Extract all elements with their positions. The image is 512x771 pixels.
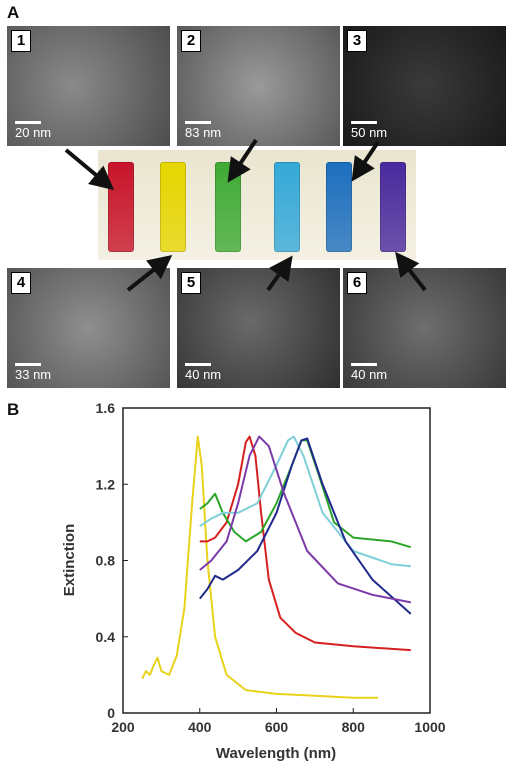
y-axis-label: Extinction [61,524,78,597]
scale-bar [15,121,41,124]
plot-frame [122,407,431,714]
scale-bar [15,363,41,366]
series-line-3 [199,439,412,549]
extinction-chart: 200 400 600 800 1000 0 0.4 0.8 1.2 1.6 Wavelengt… [61,400,446,762]
arrow-4 [126,255,173,292]
micrograph-number: 1 [11,30,31,52]
vial-5 [326,162,352,252]
x-tick-label: 800 [342,719,366,735]
y-axis: 0 0.4 0.8 1.2 1.6 [96,400,128,721]
micrograph-1: 1 20 nm [7,26,170,146]
scale-label: 83 nm [185,125,222,140]
arrow-3 [351,140,380,182]
x-tick-label: 600 [265,719,289,735]
y-tick-label: 0.4 [96,629,116,645]
scale-bar [185,121,211,124]
vial-4 [274,162,300,252]
scale-label: 20 nm [15,125,52,140]
micrograph-5: 5 40 nm [177,268,340,388]
vial-6 [380,162,406,252]
micrograph-number: 6 [347,272,367,294]
scale-label: 40 nm [351,367,388,382]
y-tick-label: 1.6 [96,400,116,416]
arrow-6 [395,251,427,292]
scale-bar [351,363,377,366]
vial-2 [160,162,186,252]
series-line-6 [199,435,411,604]
x-axis: 200 400 600 800 1000 [111,708,446,735]
micrograph-number: 3 [347,30,367,52]
scale-label: 40 nm [185,367,222,382]
arrow-1 [64,148,115,191]
arrows-layer [64,138,427,292]
panel-a-label: A [7,3,20,22]
x-tick-label: 1000 [414,719,445,735]
x-axis-label: Wavelength (nm) [216,745,336,762]
series-group [141,435,412,699]
series-line-1 [141,435,379,699]
micrograph-number: 2 [181,30,201,52]
scale-label: 33 nm [15,367,52,382]
scale-label: 50 nm [351,125,388,140]
micrograph-4: 4 33 nm [7,268,170,388]
micrograph-3: 3 50 nm [343,26,506,146]
micrograph-number: 5 [181,272,201,294]
y-tick-label: 0 [107,705,115,721]
y-tick-label: 0.8 [96,553,116,569]
scale-bar [185,363,211,366]
micrograph-number: 4 [11,272,31,294]
panel-b-label: B [7,400,20,419]
series-line-5 [199,437,412,615]
x-tick-label: 400 [188,719,212,735]
scale-bar [351,121,377,124]
series-line-2 [199,435,411,652]
y-tick-label: 1.2 [96,476,116,492]
x-tick-label: 200 [111,719,135,735]
arrow-2 [227,138,258,183]
micrograph-2: 2 83 nm [177,26,340,146]
arrow-5 [266,255,293,292]
